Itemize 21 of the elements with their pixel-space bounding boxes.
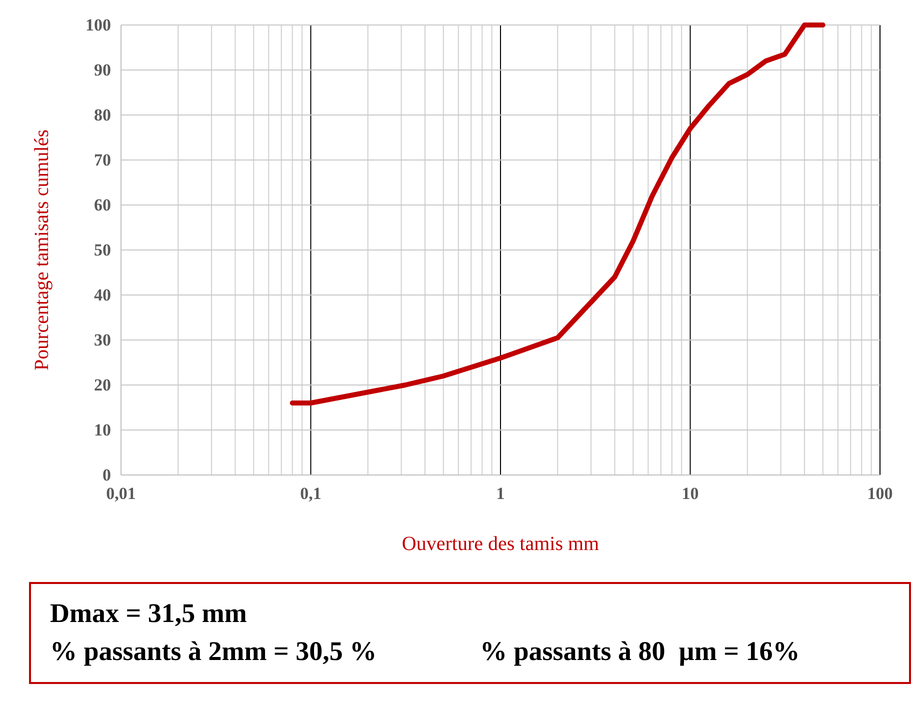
y-tick-label: 40: [94, 285, 111, 304]
text: Dmax = 31,5 mm: [50, 598, 248, 628]
x-tick-label: 10: [682, 484, 699, 504]
y-tick-label: 20: [94, 375, 111, 394]
y-tick-label: 70: [94, 150, 111, 170]
text: % passants à 2mm = 30,5 %: [50, 636, 377, 666]
x-tick-label: 100: [867, 484, 893, 504]
y-tick-label: 10: [94, 420, 111, 440]
y-tick-label: 30: [94, 330, 111, 350]
x-tick-label: 0,1: [300, 484, 322, 504]
y-tick-label: 0: [102, 465, 111, 484]
y-axis-title: Pourcentage tamisats cumulés: [31, 129, 53, 371]
x-tick-label: 0,01: [106, 484, 136, 504]
y-tick-label: 100: [86, 15, 111, 34]
x-axis-title: Ouverture des tamis mm: [402, 533, 600, 555]
y-tick-label: 80: [94, 105, 111, 124]
text: % passants à 80 µm = 16%: [480, 636, 800, 666]
y-tick-label: 60: [94, 195, 111, 214]
y-tick-label: 90: [94, 60, 111, 80]
x-tick-label: 1: [496, 484, 505, 504]
y-tick-label: 50: [94, 240, 111, 260]
